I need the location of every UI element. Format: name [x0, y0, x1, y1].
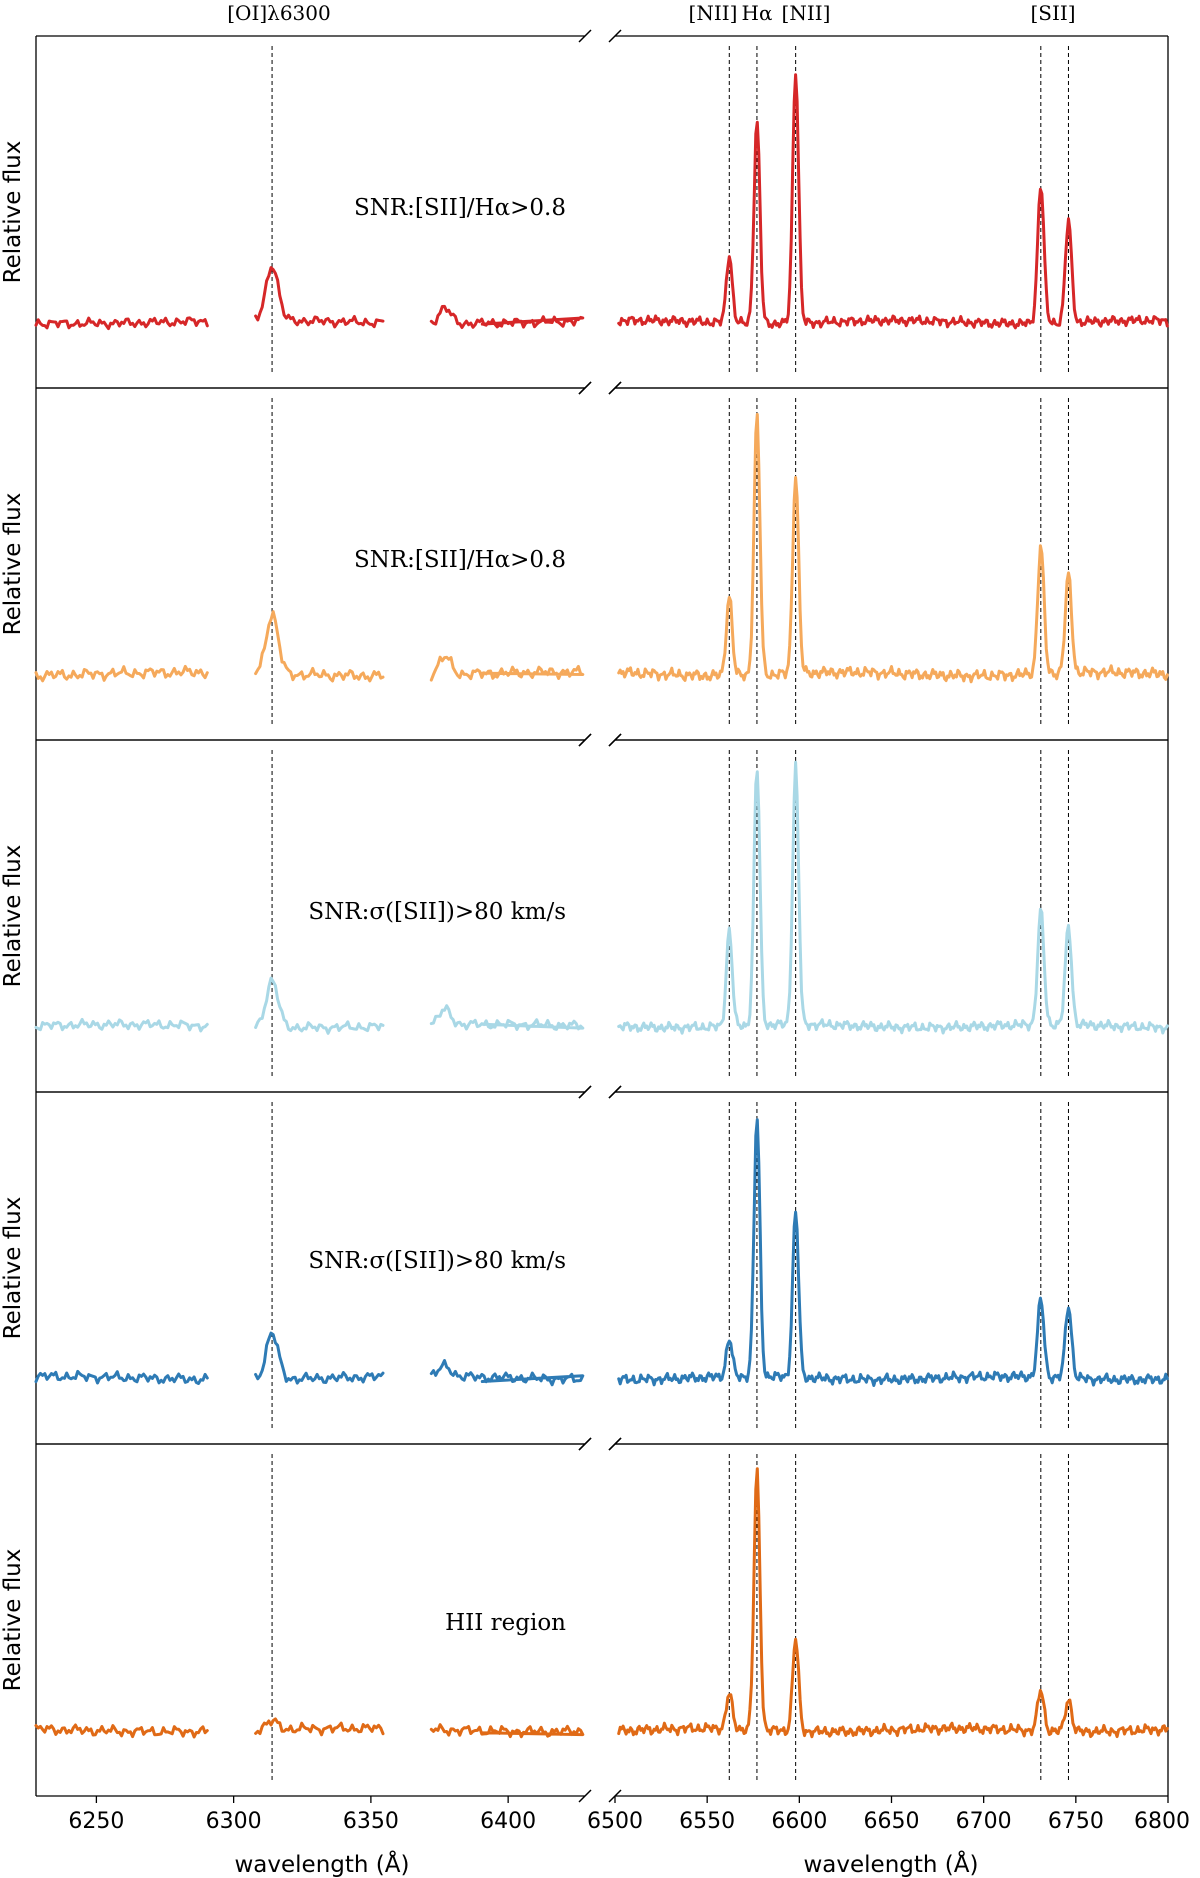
x-tick-label: 6600: [771, 1809, 827, 1834]
panel-label: SNR:[SII]/Hα>0.8: [354, 547, 566, 573]
spectrum-segment: [617, 413, 1169, 684]
spectrum-segment: [34, 1017, 209, 1033]
panel-label: SNR:[SII]/Hα>0.8: [354, 195, 566, 221]
x-tick-label: 6550: [679, 1809, 735, 1834]
label-nii-a: [NII]: [689, 1, 738, 25]
panel-2: Relative flux SNR:[SII]/Hα>0.8: [0, 381, 1169, 747]
spectrum-segment: [429, 1004, 585, 1031]
ylabel: Relative flux: [0, 141, 26, 284]
axis-break-mark: [608, 1437, 622, 1451]
spectrum-segment: [429, 304, 585, 329]
xlabel-right: wavelength (Å): [804, 1850, 979, 1878]
axis-break-mark: [608, 381, 622, 395]
spectrum-segment: [254, 976, 385, 1035]
spectrum-segment: [617, 760, 1169, 1035]
label-oi: [OI]λ6300: [227, 1, 330, 25]
spectrum-segment: [254, 266, 385, 329]
axis-break-mark: [578, 29, 592, 43]
xlabel-left: wavelength (Å): [235, 1850, 410, 1878]
panel-label: SNR:σ([SII])>80 km/s: [308, 899, 566, 925]
spectrum-segment: [34, 1723, 209, 1739]
axis-break-mark: [578, 1789, 592, 1803]
ylabel: Relative flux: [0, 493, 26, 636]
x-axis: wavelength (Å) wavelength (Å) 6250 6300 63…: [68, 1796, 1190, 1878]
spectrum-segment: [617, 1467, 1169, 1739]
x-tick-label: 6350: [343, 1809, 399, 1834]
label-sii: [SII]: [1030, 1, 1075, 25]
spectrum-segment: [254, 1717, 385, 1737]
axis-break-mark: [608, 1085, 622, 1099]
axis-break-mark: [608, 29, 622, 43]
spectrum-segment: [34, 1369, 209, 1385]
ylabel: Relative flux: [0, 845, 26, 988]
spectrum-segment: [429, 1359, 585, 1387]
panel-1: Relative flux SNR:[SII]/Hα>0.8: [0, 29, 1169, 395]
ylabel: Relative flux: [0, 1549, 26, 1692]
spectrum-segment: [254, 610, 385, 683]
x-tick-label: 6800: [1134, 1809, 1190, 1834]
spectrum-segment: [429, 1723, 585, 1739]
axis-break-mark: [578, 1437, 592, 1451]
ylabel: Relative flux: [0, 1197, 26, 1340]
spectrum-segment: [34, 664, 209, 683]
axis-break-mark: [578, 1085, 592, 1099]
panel-4: Relative flux SNR:σ([SII])>80 km/s: [0, 1085, 1169, 1451]
panel-label: SNR:σ([SII])>80 km/s: [308, 1248, 566, 1274]
x-tick-label: 6650: [864, 1809, 920, 1834]
x-tick-label: 6250: [68, 1809, 124, 1834]
x-tick-label: 6700: [956, 1809, 1012, 1834]
axis-break-mark: [578, 733, 592, 747]
x-tick-label: 6500: [587, 1809, 643, 1834]
x-tick-label: 6750: [1048, 1809, 1104, 1834]
label-nii-b: [NII]: [782, 1, 831, 25]
line-id-labels: [OI]λ6300 [NII] Hα [NII] [SII]: [227, 1, 1075, 25]
spectrum-segment: [429, 655, 585, 682]
axis-break-mark: [608, 733, 622, 747]
label-halpha: Hα: [742, 1, 773, 25]
panel-5: Relative flux HII region: [0, 1437, 1169, 1803]
panel-3: Relative flux SNR:σ([SII])>80 km/s: [0, 733, 1169, 1099]
axis-break-mark: [578, 381, 592, 395]
spectrum-segment: [617, 73, 1169, 330]
panel-label: HII region: [445, 1610, 566, 1636]
spectrum-segment: [34, 316, 209, 331]
x-tick-label: 6300: [206, 1809, 262, 1834]
spectrum-segment: [617, 1118, 1169, 1387]
spectrum-segment: [254, 1331, 385, 1385]
x-tick-label: 6400: [480, 1809, 536, 1834]
